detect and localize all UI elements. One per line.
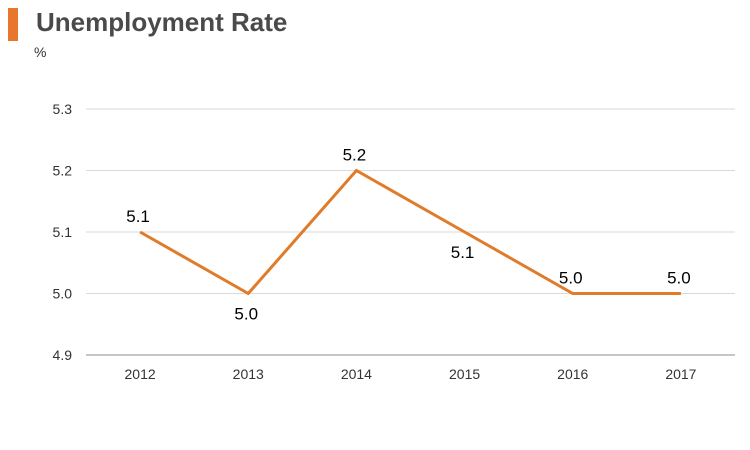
y-tick-label: 4.9 xyxy=(53,347,73,363)
series-line xyxy=(139,168,681,296)
y-tick-label: 5.3 xyxy=(53,101,73,117)
y-axis-ticks: 4.9 5.0 5.1 5.2 5.3 xyxy=(53,101,73,363)
x-tick-label: 2013 xyxy=(233,366,264,382)
y-tick-label: 5.0 xyxy=(53,286,73,302)
data-label: 5.1 xyxy=(451,243,475,262)
data-label: 5.0 xyxy=(234,305,258,324)
x-tick-label: 2016 xyxy=(557,366,588,382)
y-tick-label: 5.1 xyxy=(53,224,73,240)
unit-label: % xyxy=(34,44,47,60)
data-label: 5.1 xyxy=(126,207,150,226)
x-tick-label: 2014 xyxy=(341,366,372,382)
x-tick-label: 2012 xyxy=(125,366,156,382)
data-label: 5.2 xyxy=(343,146,367,165)
gridlines xyxy=(86,108,735,356)
x-axis-ticks: 2012 2013 2014 2015 2016 2017 xyxy=(125,366,697,382)
chart-title: Unemployment Rate xyxy=(36,7,288,37)
data-label: 5.0 xyxy=(559,269,583,288)
series-group xyxy=(139,168,681,296)
x-tick-label: 2015 xyxy=(449,366,480,382)
y-tick-label: 5.2 xyxy=(53,163,73,179)
x-tick-label: 2017 xyxy=(665,366,696,382)
title-accent-bar xyxy=(8,8,18,41)
data-labels: 5.1 5.0 5.2 5.1 5.0 5.0 xyxy=(126,146,690,324)
data-label: 5.0 xyxy=(667,269,691,288)
